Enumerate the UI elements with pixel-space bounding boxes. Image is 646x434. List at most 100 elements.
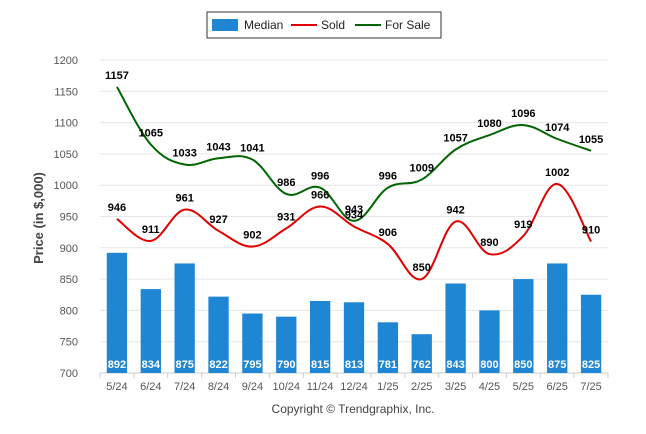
for-sale-data-label: 1096	[511, 108, 535, 120]
for-sale-data-label: 1057	[443, 133, 467, 145]
for-sale-data-label: 996	[379, 171, 397, 183]
median-bar-label: 762	[413, 359, 431, 371]
legend-label-sold: Sold	[321, 18, 345, 32]
y-tick-label: 1050	[54, 149, 78, 161]
x-tick-label: 5/24	[106, 381, 127, 393]
median-bar-label: 800	[480, 359, 498, 371]
for-sale-data-label: 1157	[105, 70, 129, 82]
median-bar-label: 825	[582, 359, 600, 371]
x-axis-ticks: 5/24 6/24 7/24 8/24 9/24 10/24 11/24 12/24 1/25 2…	[99, 373, 609, 393]
median-bar	[242, 313, 263, 373]
for-sale-data-label: 1055	[579, 134, 603, 146]
sold-data-label: 906	[379, 227, 397, 239]
median-bar-labels: 892 834 875 822 795 790 815 813 781 762 843 800 850 8…	[108, 359, 600, 371]
median-bar-label: 843	[446, 359, 464, 371]
x-tick-label: 9/24	[242, 381, 263, 393]
median-bar	[276, 316, 297, 373]
y-tick-label: 850	[60, 274, 78, 286]
y-axis-ticks: 700 750 800 850 900 950 1000 1050 1100 1150 1200	[54, 55, 78, 380]
median-bar-label: 813	[345, 359, 363, 371]
sold-line	[116, 182, 592, 281]
x-tick-label: 2/25	[411, 381, 432, 393]
for-sale-data-label: 1041	[240, 143, 264, 155]
median-bar	[377, 322, 399, 373]
for-sale-data-label: 943	[345, 204, 363, 216]
x-tick-label: 4/25	[479, 381, 500, 393]
median-bar-label: 790	[277, 359, 295, 371]
for-sale-data-label: 1033	[172, 148, 196, 160]
x-tick-label: 5/25	[513, 381, 534, 393]
sold-data-label: 911	[142, 224, 160, 236]
y-tick-label: 1200	[54, 55, 78, 67]
for-sale-data-label: 1043	[206, 141, 230, 153]
y-tick-label: 750	[60, 337, 78, 349]
x-tick-label: 11/24	[307, 381, 334, 393]
legend-label-median: Median	[244, 18, 283, 32]
x-tick-label: 8/24	[208, 381, 229, 393]
y-tick-label: 900	[60, 243, 78, 255]
sold-data-label: 931	[277, 211, 295, 223]
for-sale-data-label: 996	[311, 171, 329, 183]
for-sale-data-label: 986	[277, 177, 295, 189]
median-bar-label: 892	[108, 359, 126, 371]
x-tick-label: 7/24	[174, 381, 195, 393]
x-tick-label: 3/25	[445, 381, 466, 393]
for-sale-data-label: 1080	[477, 118, 501, 130]
series-lines	[116, 86, 592, 281]
median-bar	[174, 263, 195, 373]
y-tick-label: 950	[60, 212, 78, 224]
sold-data-label: 946	[108, 202, 126, 214]
median-bar	[445, 283, 466, 373]
median-bar-label: 822	[209, 359, 227, 371]
x-tick-label: 10/24	[273, 381, 301, 393]
median-bar	[513, 279, 534, 373]
median-bar-label: 795	[243, 359, 261, 371]
sold-data-label: 850	[413, 262, 431, 274]
median-bar	[343, 302, 365, 373]
sold-data-label: 902	[243, 230, 261, 242]
y-tick-label: 1100	[54, 118, 78, 130]
x-tick-label: 7/25	[580, 381, 601, 393]
sold-data-label: 910	[582, 225, 600, 237]
y-tick-label: 800	[60, 305, 78, 317]
for-sale-data-label: 1074	[545, 122, 570, 134]
sold-data-label: 934	[345, 210, 364, 222]
median-bar-label: 875	[175, 359, 193, 371]
legend: Median Sold For Sale	[206, 11, 442, 39]
x-tick-label: 6/25	[546, 381, 567, 393]
y-tick-label: 1000	[54, 180, 78, 192]
sold-data-label: 1002	[545, 167, 569, 179]
x-tick-label: 1/25	[377, 381, 398, 393]
median-bar-label: 781	[379, 359, 397, 371]
median-bar	[309, 301, 331, 373]
for-sale-data-label: 1065	[139, 128, 163, 140]
median-bar-label: 834	[142, 359, 161, 371]
x-tick-label: 6/24	[140, 381, 161, 393]
legend-box	[206, 11, 442, 39]
for-sale-data-label: 1009	[409, 163, 433, 175]
median-bars	[106, 252, 602, 373]
copyright-text: Copyright © Trendgraphix, Inc.	[272, 402, 435, 416]
y-axis-title: Price (in $,000)	[31, 172, 46, 264]
sold-data-label: 961	[175, 193, 193, 205]
median-bar	[411, 334, 432, 373]
sold-data-label: 890	[480, 237, 498, 249]
legend-swatch-median	[212, 19, 238, 31]
median-bar-label: 815	[311, 359, 329, 371]
median-bar	[140, 289, 161, 373]
sold-data-label: 942	[446, 205, 464, 217]
for-sale-line	[116, 86, 592, 222]
median-bar	[479, 310, 500, 373]
y-tick-label: 700	[60, 368, 78, 380]
legend-label-for-sale: For Sale	[385, 18, 431, 32]
sold-data-label: 919	[514, 219, 532, 231]
median-bar	[547, 263, 568, 373]
sold-data-label: 927	[209, 214, 227, 226]
median-bar	[106, 252, 128, 373]
sold-data-label: 966	[311, 189, 329, 201]
y-tick-label: 1150	[54, 86, 78, 98]
median-bar-label: 875	[548, 359, 566, 371]
median-bar-label: 850	[514, 359, 532, 371]
x-tick-label: 12/24	[340, 381, 368, 393]
